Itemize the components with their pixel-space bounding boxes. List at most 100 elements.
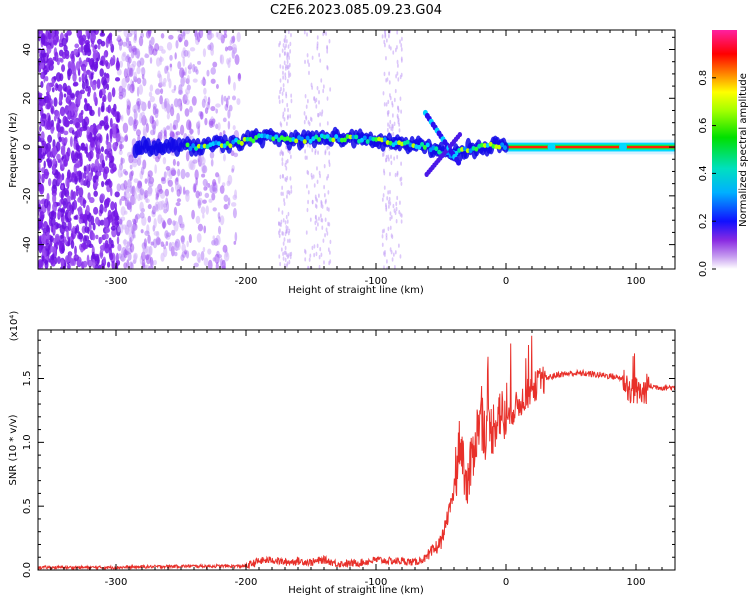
noise-speckle — [67, 106, 72, 111]
noise-speckle — [286, 78, 289, 84]
noise-speckle — [211, 239, 216, 246]
noise-speckle — [92, 127, 98, 136]
noise-speckle — [38, 92, 43, 97]
noise-speckle — [169, 63, 173, 68]
noise-speckle — [177, 33, 184, 43]
noise-speckle — [147, 100, 151, 110]
noise-speckle — [220, 94, 224, 106]
colorbar-tick-label: 0.0 — [698, 261, 709, 277]
noise-speckle — [317, 193, 320, 198]
noise-speckle — [86, 91, 91, 97]
snr-plot-area — [38, 330, 675, 570]
noise-speckle — [186, 74, 190, 85]
noise-speckle — [110, 211, 115, 221]
noise-speckle — [149, 96, 155, 103]
noise-speckle — [185, 150, 190, 162]
noise-speckle — [329, 239, 332, 245]
noise-speckle — [169, 123, 173, 133]
noise-speckle — [77, 153, 81, 159]
noise-speckle — [104, 60, 109, 67]
noise-speckle — [148, 181, 154, 188]
noise-speckle — [126, 259, 130, 269]
noise-speckle — [384, 252, 386, 258]
noise-speckle — [281, 185, 284, 191]
noise-speckle — [47, 159, 53, 169]
noise-speckle — [71, 61, 74, 70]
noise-speckle — [45, 94, 52, 103]
noise-speckle — [281, 161, 284, 167]
noise-speckle — [196, 252, 201, 263]
noise-speckle — [43, 198, 49, 209]
noise-speckle — [286, 59, 289, 65]
noise-speckle — [319, 173, 321, 179]
noise-speckle — [129, 83, 135, 94]
noise-speckle — [306, 184, 308, 189]
noise-speckle — [315, 251, 318, 257]
noise-speckle — [285, 39, 288, 44]
noise-speckle — [106, 83, 110, 91]
ridge-cell — [457, 131, 463, 138]
noise-speckle — [129, 184, 133, 195]
noise-speckle — [57, 211, 62, 219]
noise-speckle — [326, 121, 329, 126]
noise-speckle — [164, 66, 167, 75]
noise-speckle — [221, 265, 226, 269]
noise-speckle — [180, 168, 186, 180]
noise-speckle — [133, 191, 138, 201]
noise-speckle — [191, 96, 197, 106]
noise-speckle — [278, 233, 281, 239]
noise-speckle — [131, 223, 136, 231]
noise-speckle — [185, 87, 191, 95]
noise-speckle — [326, 96, 329, 101]
noise-speckle — [184, 108, 190, 117]
noise-speckle — [188, 234, 192, 244]
noise-speckle — [67, 263, 71, 269]
ridge-cell — [365, 139, 370, 144]
noise-speckle — [307, 266, 310, 269]
noise-speckle — [175, 39, 179, 49]
noise-speckle — [231, 168, 235, 173]
noise-speckle — [110, 56, 113, 67]
noise-speckle — [328, 151, 331, 156]
noise-speckle — [54, 233, 60, 240]
noise-speckle — [75, 121, 81, 129]
noise-speckle — [111, 260, 115, 269]
noise-speckle — [92, 232, 96, 241]
noise-speckle — [117, 225, 121, 233]
noise-speckle — [82, 243, 87, 250]
noise-speckle — [282, 251, 284, 257]
noise-speckle — [212, 179, 217, 187]
noise-speckle — [230, 202, 237, 207]
noise-speckle — [123, 210, 128, 215]
noise-speckle — [126, 185, 130, 194]
noise-speckle — [136, 77, 142, 85]
noise-speckle — [83, 66, 87, 77]
noise-speckle — [307, 199, 309, 205]
noise-speckle — [208, 198, 213, 203]
noise-speckle — [285, 177, 288, 183]
noise-speckle — [170, 103, 174, 110]
noise-speckle — [385, 102, 388, 107]
spectrogram-y-tick-label: 0 — [22, 144, 33, 150]
ridge-cell — [342, 137, 347, 143]
noise-speckle — [142, 78, 147, 87]
noise-speckle — [323, 193, 326, 198]
noise-speckle — [312, 174, 315, 179]
noise-speckle — [93, 190, 98, 197]
noise-speckle — [43, 168, 49, 180]
noise-speckle — [52, 158, 57, 165]
noise-speckle — [387, 190, 390, 195]
noise-speckle — [136, 66, 141, 75]
noise-speckle — [396, 59, 399, 65]
noise-speckle — [54, 30, 59, 36]
noise-speckle — [160, 129, 163, 137]
noise-speckle — [105, 37, 109, 48]
noise-speckle — [66, 85, 72, 95]
noise-speckle — [89, 150, 94, 160]
noise-speckle — [282, 111, 285, 116]
noise-speckle — [319, 111, 322, 116]
noise-speckle — [207, 44, 212, 51]
noise-speckle — [316, 35, 319, 40]
noise-speckle — [38, 171, 41, 181]
noise-speckle — [167, 179, 173, 187]
